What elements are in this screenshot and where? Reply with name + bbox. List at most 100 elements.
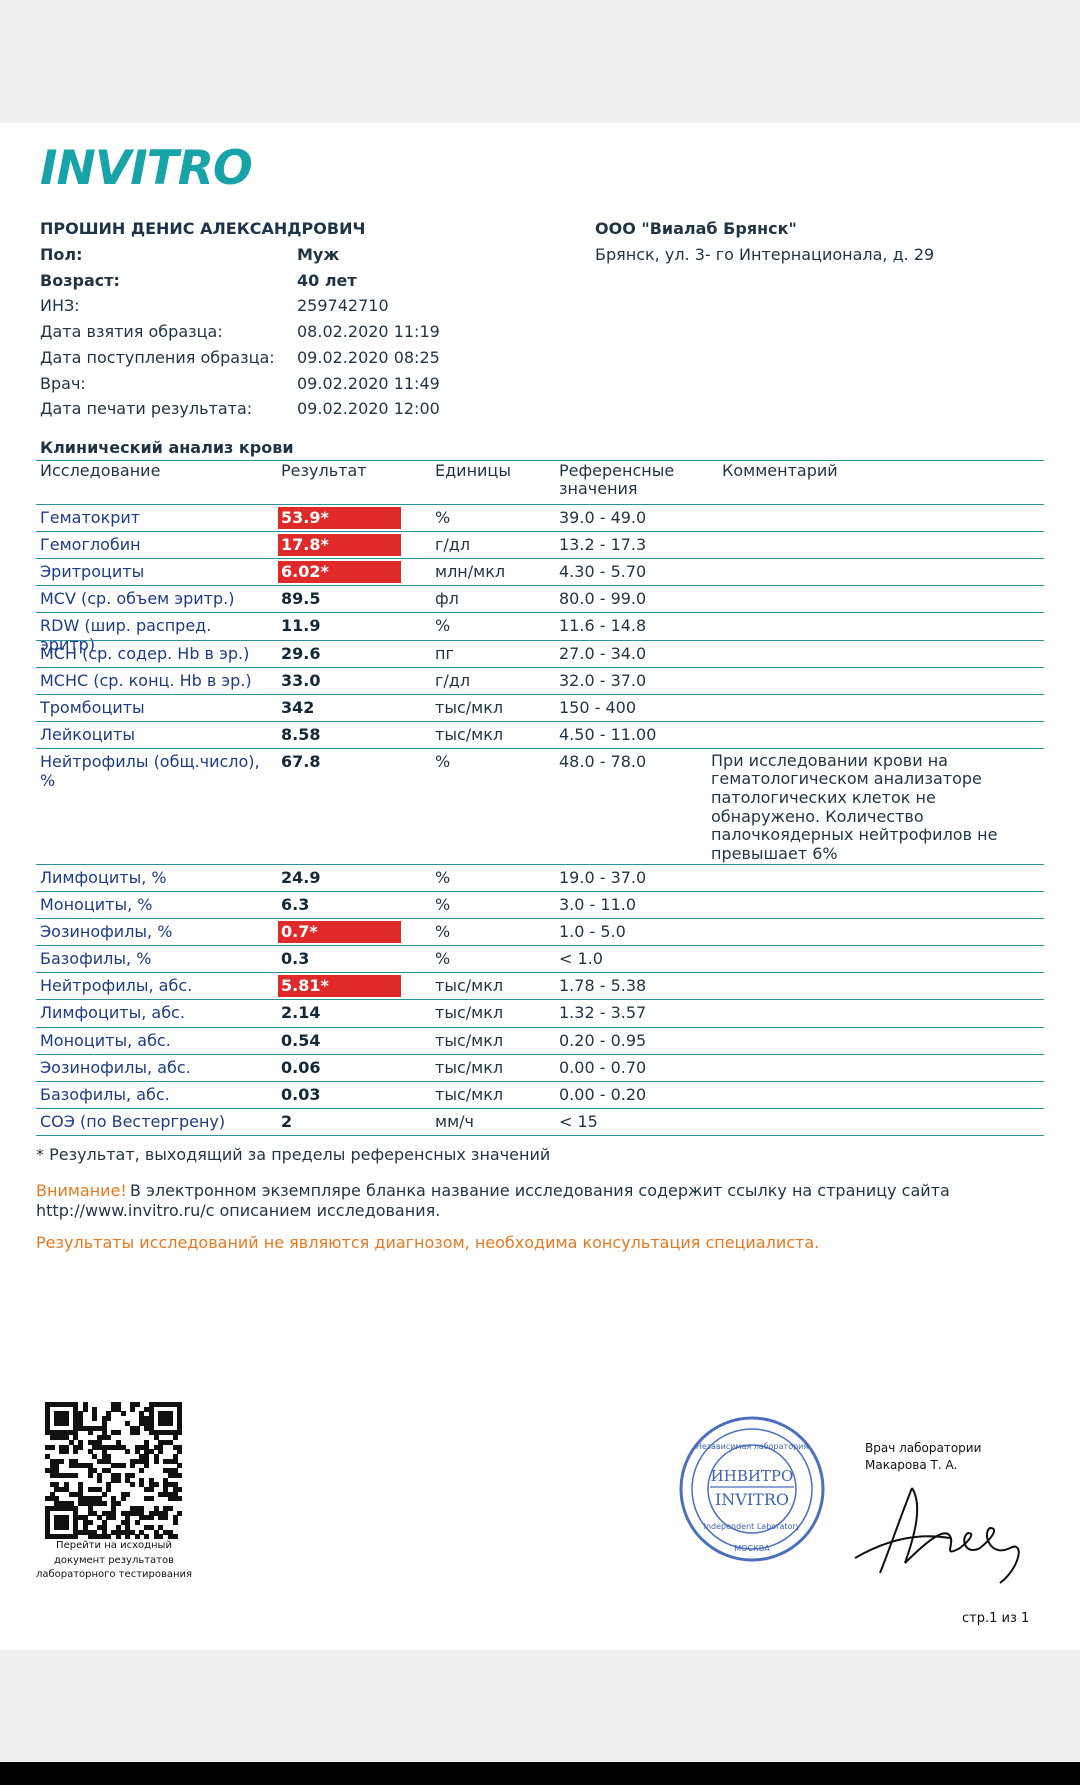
qr-module [148,1411,154,1417]
qr-module [87,1472,93,1478]
reference: 27.0 - 34.0 [559,643,647,663]
qr-module [153,1435,159,1441]
qr-module [63,1420,69,1426]
qr-module [153,1482,159,1488]
qr-module [130,1529,136,1535]
qr-module [92,1529,98,1535]
qr-module [167,1416,173,1422]
qr-module [45,1411,51,1417]
qr-module [59,1487,65,1493]
qr-module [144,1449,150,1455]
qr-module [172,1430,178,1436]
stamp-city: МОСКВА [734,1544,770,1553]
qr-module [59,1430,65,1436]
qr-module [139,1411,145,1417]
qr-module [54,1534,60,1540]
qr-module [49,1458,55,1464]
qr-module [63,1435,69,1441]
qr-module [54,1420,60,1426]
qr-module [87,1425,93,1431]
qr-module [49,1468,55,1474]
qr-module [49,1482,55,1488]
column-header: Результат [281,461,367,480]
qr-module [115,1406,121,1412]
column-header: Единицы [435,461,511,480]
qr-module [125,1529,131,1535]
qr-module [172,1496,178,1502]
unit: фл [435,589,459,609]
qr-module [125,1534,131,1540]
qr-module [78,1416,84,1422]
qr-module [54,1468,60,1474]
unit: % [435,922,451,942]
qr-module [139,1505,145,1511]
qr-module [54,1501,60,1507]
qr-module [45,1524,51,1530]
qr-module [101,1430,107,1436]
qr-module [59,1416,65,1422]
table-line [36,972,1044,974]
qr-module [87,1487,93,1493]
table-line [36,639,1044,641]
result: 2 [281,1111,293,1131]
qr-module [177,1449,183,1455]
table-line [36,1080,1044,1082]
qr-module [106,1487,112,1493]
attention-text: В электронном экземпляре бланка название… [130,1181,950,1200]
table-line [36,612,1044,614]
qr-module [87,1534,93,1540]
qr-module [144,1458,150,1464]
flag-box [278,975,401,998]
qr-module [139,1477,145,1483]
qr-module [45,1534,51,1540]
column-header: Исследование [40,461,161,480]
qr-module [111,1406,117,1412]
qr-module [172,1472,178,1478]
qr-module [163,1420,169,1426]
qr-module [130,1472,136,1478]
qr-module [78,1491,84,1497]
qr-module [148,1477,154,1483]
qr-module [158,1534,164,1540]
table-line [36,693,1044,695]
test-name: Моноциты, абс. [40,1030,171,1050]
qr-module [92,1439,98,1445]
table-line [36,666,1044,668]
unit: г/дл [435,535,471,555]
qr-module [172,1435,178,1441]
test-name: MCHC (ср. конц. Hb в эр.) [40,670,252,690]
qr-module [134,1444,140,1450]
qr-module [106,1458,112,1464]
qr-module [153,1505,159,1511]
qr-module [82,1496,88,1502]
qr-module [92,1496,98,1502]
qr-module [158,1491,164,1497]
qr-module [148,1524,154,1530]
field-label: Дата печати результата: [40,399,253,419]
qr-module [63,1482,69,1488]
qr-module [177,1472,183,1478]
qr-module [172,1487,178,1493]
unit: % [435,751,451,771]
qr-code [45,1402,183,1540]
qr-module [96,1524,102,1530]
qr-module [49,1534,55,1540]
qr-module [54,1402,60,1408]
qr-module [130,1425,136,1431]
test-name: Гемоглобин [40,535,141,555]
table-line [36,504,1044,505]
qr-module [167,1402,173,1408]
qr-module [96,1458,102,1464]
qr-module [68,1472,74,1478]
result: 89.5 [281,589,321,609]
qr-module [45,1510,51,1516]
qr-module [63,1501,69,1507]
qr-module [49,1505,55,1511]
qr-module [45,1425,51,1431]
test-name: Лейкоциты [40,724,135,744]
stamp-top: Независимая лаборатория [696,1442,809,1451]
qr-module [115,1444,121,1450]
reference: 39.0 - 49.0 [559,508,647,527]
qr-module [163,1491,169,1497]
qr-module [111,1444,117,1450]
